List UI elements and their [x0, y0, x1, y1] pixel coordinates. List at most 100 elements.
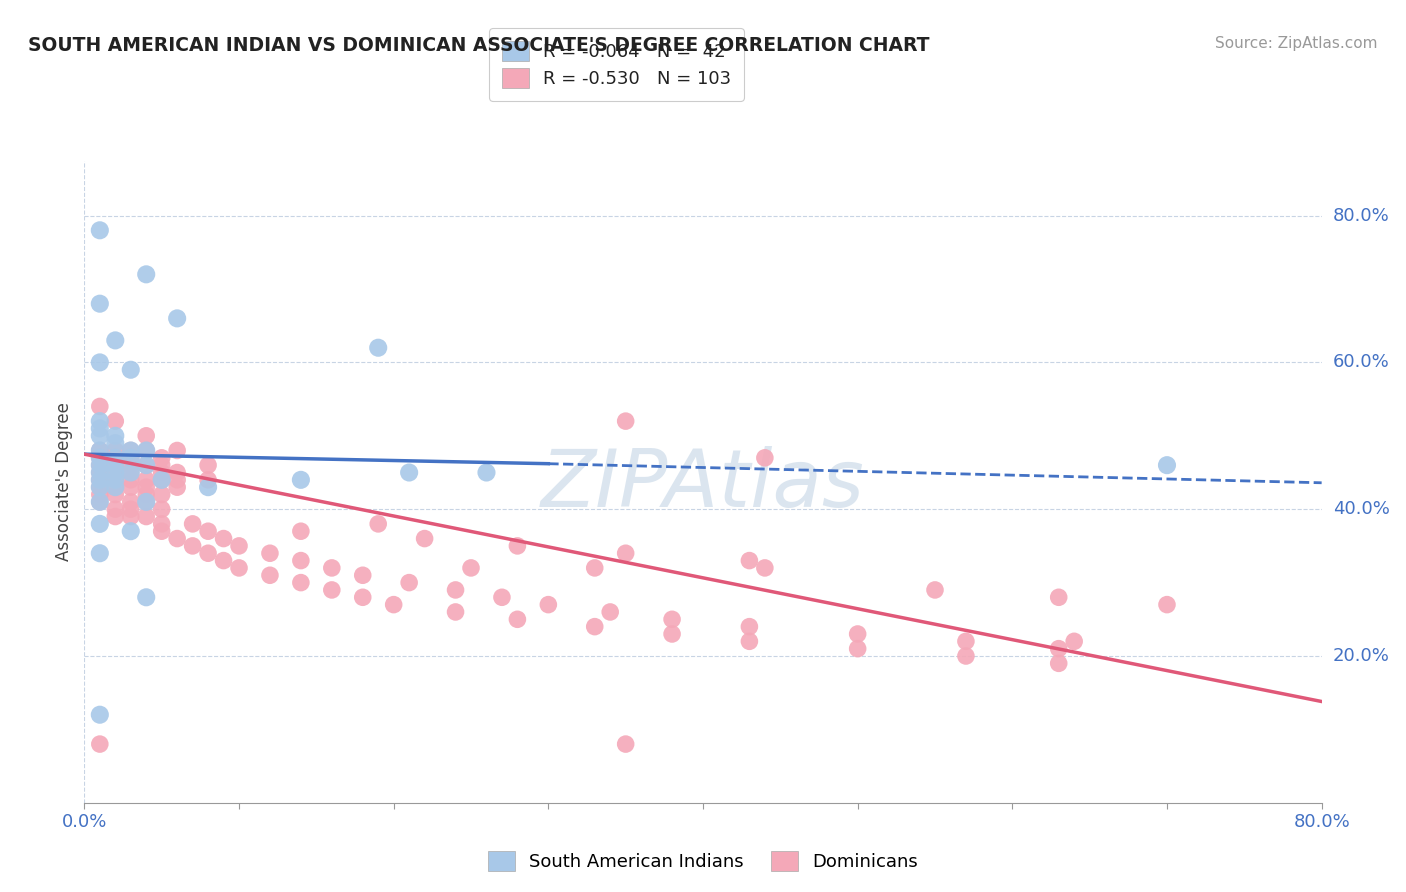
- Point: [599, 605, 621, 619]
- Point: [120, 458, 142, 472]
- Point: [120, 363, 142, 377]
- Point: [197, 473, 219, 487]
- Point: [181, 516, 204, 531]
- Point: [398, 575, 420, 590]
- Point: [1063, 634, 1085, 648]
- Point: [120, 466, 142, 480]
- Point: [89, 429, 111, 443]
- Point: [537, 598, 560, 612]
- Point: [135, 443, 157, 458]
- Point: [89, 400, 111, 414]
- Point: [150, 502, 173, 516]
- Point: [120, 473, 142, 487]
- Point: [614, 737, 637, 751]
- Point: [104, 502, 127, 516]
- Point: [89, 480, 111, 494]
- Point: [491, 591, 513, 605]
- Point: [104, 466, 127, 480]
- Point: [955, 648, 977, 663]
- Point: [104, 450, 127, 465]
- Text: SOUTH AMERICAN INDIAN VS DOMINICAN ASSOCIATE'S DEGREE CORRELATION CHART: SOUTH AMERICAN INDIAN VS DOMINICAN ASSOC…: [28, 36, 929, 54]
- Point: [614, 546, 637, 560]
- Legend: R = -0.064   N =  42, R = -0.530   N = 103: R = -0.064 N = 42, R = -0.530 N = 103: [489, 29, 744, 101]
- Point: [104, 466, 127, 480]
- Point: [1047, 657, 1070, 671]
- Point: [135, 429, 157, 443]
- Point: [89, 450, 111, 465]
- Point: [955, 634, 977, 648]
- Point: [120, 443, 142, 458]
- Point: [1156, 598, 1178, 612]
- Point: [166, 532, 188, 546]
- Point: [738, 553, 761, 567]
- Point: [135, 473, 157, 487]
- Point: [104, 458, 127, 472]
- Point: [104, 509, 127, 524]
- Point: [1156, 458, 1178, 472]
- Point: [150, 466, 173, 480]
- Point: [104, 429, 127, 443]
- Point: [104, 436, 127, 450]
- Point: [135, 495, 157, 509]
- Point: [506, 539, 529, 553]
- Point: [104, 458, 127, 472]
- Point: [135, 487, 157, 501]
- Point: [120, 450, 142, 465]
- Point: [352, 568, 374, 582]
- Point: [166, 311, 188, 326]
- Point: [290, 575, 312, 590]
- Point: [150, 473, 173, 487]
- Point: [89, 414, 111, 428]
- Point: [89, 450, 111, 465]
- Point: [352, 591, 374, 605]
- Point: [89, 516, 111, 531]
- Text: 60.0%: 60.0%: [1333, 353, 1389, 371]
- Point: [150, 524, 173, 539]
- Point: [89, 296, 111, 310]
- Point: [150, 450, 173, 465]
- Text: ZIPAtlas: ZIPAtlas: [541, 446, 865, 524]
- Point: [135, 268, 157, 282]
- Point: [135, 480, 157, 494]
- Point: [104, 473, 127, 487]
- Point: [321, 561, 343, 575]
- Point: [228, 561, 250, 575]
- Point: [259, 546, 281, 560]
- Point: [89, 473, 111, 487]
- Point: [661, 627, 683, 641]
- Point: [89, 466, 111, 480]
- Point: [104, 334, 127, 348]
- Point: [738, 634, 761, 648]
- Point: [89, 546, 111, 560]
- Point: [754, 450, 776, 465]
- Legend: South American Indians, Dominicans: South American Indians, Dominicans: [481, 844, 925, 879]
- Point: [89, 223, 111, 237]
- Point: [89, 487, 111, 501]
- Point: [583, 561, 606, 575]
- Point: [120, 450, 142, 465]
- Point: [135, 458, 157, 472]
- Point: [150, 516, 173, 531]
- Point: [197, 480, 219, 494]
- Point: [460, 561, 482, 575]
- Point: [738, 620, 761, 634]
- Point: [135, 591, 157, 605]
- Point: [197, 458, 219, 472]
- Point: [120, 502, 142, 516]
- Point: [661, 612, 683, 626]
- Point: [166, 480, 188, 494]
- Point: [120, 466, 142, 480]
- Point: [89, 443, 111, 458]
- Y-axis label: Associate's Degree: Associate's Degree: [55, 402, 73, 561]
- Point: [135, 495, 157, 509]
- Point: [89, 707, 111, 722]
- Point: [89, 458, 111, 472]
- Point: [290, 524, 312, 539]
- Point: [444, 582, 467, 597]
- Text: 20.0%: 20.0%: [1333, 647, 1389, 665]
- Point: [89, 737, 111, 751]
- Point: [413, 532, 436, 546]
- Point: [614, 414, 637, 428]
- Point: [104, 450, 127, 465]
- Point: [104, 480, 127, 494]
